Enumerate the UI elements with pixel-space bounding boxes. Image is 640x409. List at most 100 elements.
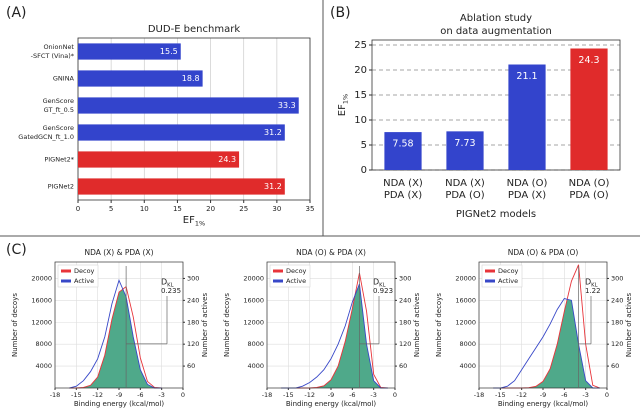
y-tick-label: GNINA [53,75,75,83]
chart-title: NDA (O) & PDA (O) [508,248,579,257]
x-tick-label: -15 [495,391,506,399]
value-label: 7.73 [454,138,475,149]
y2-axis-label: Number of actives [413,293,421,358]
x-tick-label: -9 [116,391,122,399]
x-tick-label: -6 [349,391,355,399]
label-main: D [585,278,591,287]
y-tick-label: 15 [354,90,367,101]
x-tick-label: PDA (O) [569,190,608,201]
annotation: D KL1.22 [585,278,601,296]
bar [78,124,285,141]
value-label: 7.58 [392,139,413,150]
x-tick-label: -15 [283,391,294,399]
y-tick-label: 16000 [243,296,264,304]
y-tick-label: GenScore [43,97,74,105]
y2-tick-label: 240 [611,296,623,304]
annotation: D KL0.235 [161,278,181,296]
plot-frame [54,261,184,389]
legend-label: Active [286,277,306,285]
x-tick-label: -3 [158,391,164,399]
y-axis-label: Number of decoys [435,293,443,357]
y2-tick-label: 60 [399,362,407,370]
label-sub: 1% [195,220,205,228]
legend-label: Decoy [286,267,307,275]
annotation-value: 1.22 [585,287,601,295]
y-tick-label: 20000 [243,274,264,282]
y2-tick-label: 300 [399,274,411,282]
y2-tick-label: 240 [399,296,411,304]
overlap-area [69,286,162,388]
y-tick-label: 12000 [31,318,52,326]
x-tick-label: -18 [50,391,61,399]
value-label: 33.3 [278,101,296,110]
y2-axis-label: Number of actives [625,293,633,358]
annotation-value: 0.923 [373,287,393,295]
legend-label: Active [74,277,94,285]
value-label: 24.3 [578,55,599,66]
y-axis-label: Number of decoys [11,293,19,357]
y-tick-label: GatedGCN_ft_1.0 [18,133,74,141]
label-sub: KL [379,282,385,288]
chart-title: on data augmentation [440,26,552,37]
x-tick-label: -12 [516,391,527,399]
y-tick-label: OnionNet [43,43,74,51]
label-main: EF [337,104,348,116]
x-tick-label: NDA (X) [383,178,423,189]
value-label: 18.8 [182,74,200,83]
x-tick-label: PDA (O) [445,190,484,201]
x-tick-label: PDA (X) [508,190,546,201]
x-tick-label: -9 [540,391,546,399]
x-tick-label: -3 [582,391,588,399]
bar [384,132,422,170]
x-tick-label: NDA (O) [569,178,610,189]
x-tick-label: -6 [137,391,143,399]
overlap-area [493,298,600,388]
label-sub: KL [591,282,597,288]
x-tick-label: 25 [239,205,248,213]
y2-tick-label: 60 [611,362,619,370]
bar [78,97,299,114]
x-tick-label: 35 [306,205,315,213]
y2-tick-label: 120 [611,340,623,348]
legend-label: Active [498,277,518,285]
x-tick-label: -12 [304,391,315,399]
x-tick-label: 0 [181,391,185,399]
y-tick-label: 25 [354,40,367,51]
x-tick-label: -3 [370,391,376,399]
y2-tick-label: 120 [187,340,199,348]
y-tick-label: 4000 [247,362,264,370]
x-tick-label: NDA (X) [445,178,485,189]
y-axis-label: Number of decoys [223,293,231,357]
y-tick-label: PIGNet2 [48,183,74,191]
y2-tick-label: 300 [611,274,623,282]
y2-tick-label: 180 [611,318,623,326]
bar [78,70,203,87]
value-label: 31.2 [264,128,282,137]
y-tick-label: 8000 [35,340,52,348]
y-tick-label: 8000 [247,340,264,348]
bar [78,178,285,195]
y2-tick-label: 180 [187,318,199,326]
y2-tick-label: 240 [187,296,199,304]
y-tick-label: 16000 [455,296,476,304]
legend-label: Decoy [74,267,95,275]
bar [78,43,181,60]
chart-title: NDA (O) & PDA (X) [296,248,366,257]
x-axis-label: PIGNet2 models [456,209,536,220]
y-tick-label: 20000 [31,274,52,282]
y-tick-label: 4000 [459,362,476,370]
chart-title: NDA (X) & PDA (X) [84,248,153,257]
x-tick-label: 0 [393,391,397,399]
x-tick-label: -12 [92,391,103,399]
x-axis-label: Binding energy (kcal/mol) [286,400,377,408]
y-tick-label: 0 [361,165,367,176]
annotation-value: 0.235 [161,287,181,295]
y2-tick-label: 180 [399,318,411,326]
panel-label: (C) [6,242,27,258]
x-tick-label: 0 [605,391,609,399]
value-label: 31.2 [264,182,282,191]
plot-frame [77,37,311,201]
y-tick-label: 16000 [31,296,52,304]
plot-frame [478,261,608,389]
